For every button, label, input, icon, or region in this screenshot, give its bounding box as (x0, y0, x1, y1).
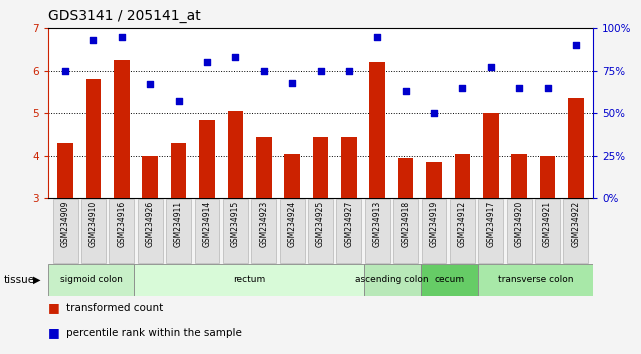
Bar (369, 62, 385, 198)
Bar (194, 199, 219, 263)
Bar (171, 143, 187, 198)
Text: GDS3141 / 205141_at: GDS3141 / 205141_at (48, 9, 201, 23)
Text: rectum: rectum (233, 275, 265, 284)
Text: GSM234923: GSM234923 (259, 201, 268, 247)
Text: GSM234926: GSM234926 (146, 201, 154, 247)
Point (145, 81, 155, 87)
Point (542, 85, 553, 91)
Bar (421, 264, 478, 296)
Bar (365, 199, 390, 263)
Bar (228, 111, 243, 198)
Text: GSM234910: GSM234910 (89, 201, 98, 247)
Bar (426, 162, 442, 198)
Bar (313, 137, 328, 198)
Point (401, 88, 411, 94)
Bar (134, 264, 363, 296)
Text: ▶: ▶ (33, 275, 41, 285)
Bar (535, 199, 560, 263)
Text: GSM234927: GSM234927 (344, 201, 353, 247)
Bar (110, 199, 135, 263)
Text: GSM234925: GSM234925 (316, 201, 325, 247)
Point (372, 34, 383, 40)
Point (88, 38, 99, 43)
Bar (478, 264, 593, 296)
Bar (199, 120, 215, 198)
Text: tissue: tissue (3, 275, 35, 285)
Bar (48, 264, 134, 296)
Text: ■: ■ (48, 302, 60, 314)
Point (486, 64, 496, 70)
Bar (512, 154, 527, 198)
Bar (393, 199, 418, 263)
Bar (422, 199, 447, 263)
Text: percentile rank within the sample: percentile rank within the sample (66, 328, 242, 338)
Text: sigmoid colon: sigmoid colon (60, 275, 122, 284)
Bar (563, 199, 588, 263)
Bar (81, 199, 106, 263)
Text: GSM234917: GSM234917 (487, 201, 495, 247)
Text: ascending colon: ascending colon (355, 275, 429, 284)
Point (60, 68, 71, 74)
Point (117, 34, 127, 40)
Text: GSM234924: GSM234924 (288, 201, 297, 247)
Bar (398, 158, 413, 198)
Text: transverse colon: transverse colon (498, 275, 573, 284)
Bar (256, 137, 272, 198)
Text: GSM234922: GSM234922 (571, 201, 580, 247)
Text: GSM234921: GSM234921 (543, 201, 552, 247)
Bar (450, 199, 475, 263)
Point (258, 68, 269, 74)
Text: transformed count: transformed count (66, 303, 163, 313)
Point (457, 85, 467, 91)
Bar (568, 98, 584, 198)
Text: GSM234915: GSM234915 (231, 201, 240, 247)
Point (429, 110, 439, 116)
Bar (454, 154, 470, 198)
Bar (166, 199, 191, 263)
Bar (142, 156, 158, 198)
Text: GSM234920: GSM234920 (515, 201, 524, 247)
Point (514, 85, 524, 91)
Bar (285, 154, 300, 198)
Point (174, 98, 184, 104)
Text: cecum: cecum (435, 275, 465, 284)
Bar (138, 199, 163, 263)
Bar (478, 199, 503, 263)
Bar (114, 60, 129, 198)
Point (570, 42, 581, 48)
Point (202, 59, 212, 65)
Bar (337, 199, 362, 263)
Bar (540, 156, 555, 198)
Bar (506, 199, 531, 263)
Bar (223, 199, 248, 263)
Bar (53, 199, 78, 263)
Point (315, 68, 326, 74)
Point (287, 80, 297, 86)
Bar (279, 199, 304, 263)
Text: GSM234919: GSM234919 (429, 201, 438, 247)
Text: GSM234916: GSM234916 (117, 201, 126, 247)
Point (344, 68, 354, 74)
Bar (483, 113, 499, 198)
Bar (363, 264, 421, 296)
Text: GSM234914: GSM234914 (203, 201, 212, 247)
Point (230, 55, 240, 60)
Bar (308, 199, 333, 263)
Text: GSM234918: GSM234918 (401, 201, 410, 247)
Bar (86, 79, 101, 198)
Text: GSM234912: GSM234912 (458, 201, 467, 247)
Text: ■: ■ (48, 326, 60, 339)
Bar (251, 199, 276, 263)
Text: GSM234909: GSM234909 (61, 201, 70, 247)
Text: GSM234913: GSM234913 (373, 201, 382, 247)
Text: GSM234911: GSM234911 (174, 201, 183, 247)
Bar (57, 143, 73, 198)
Bar (341, 137, 356, 198)
